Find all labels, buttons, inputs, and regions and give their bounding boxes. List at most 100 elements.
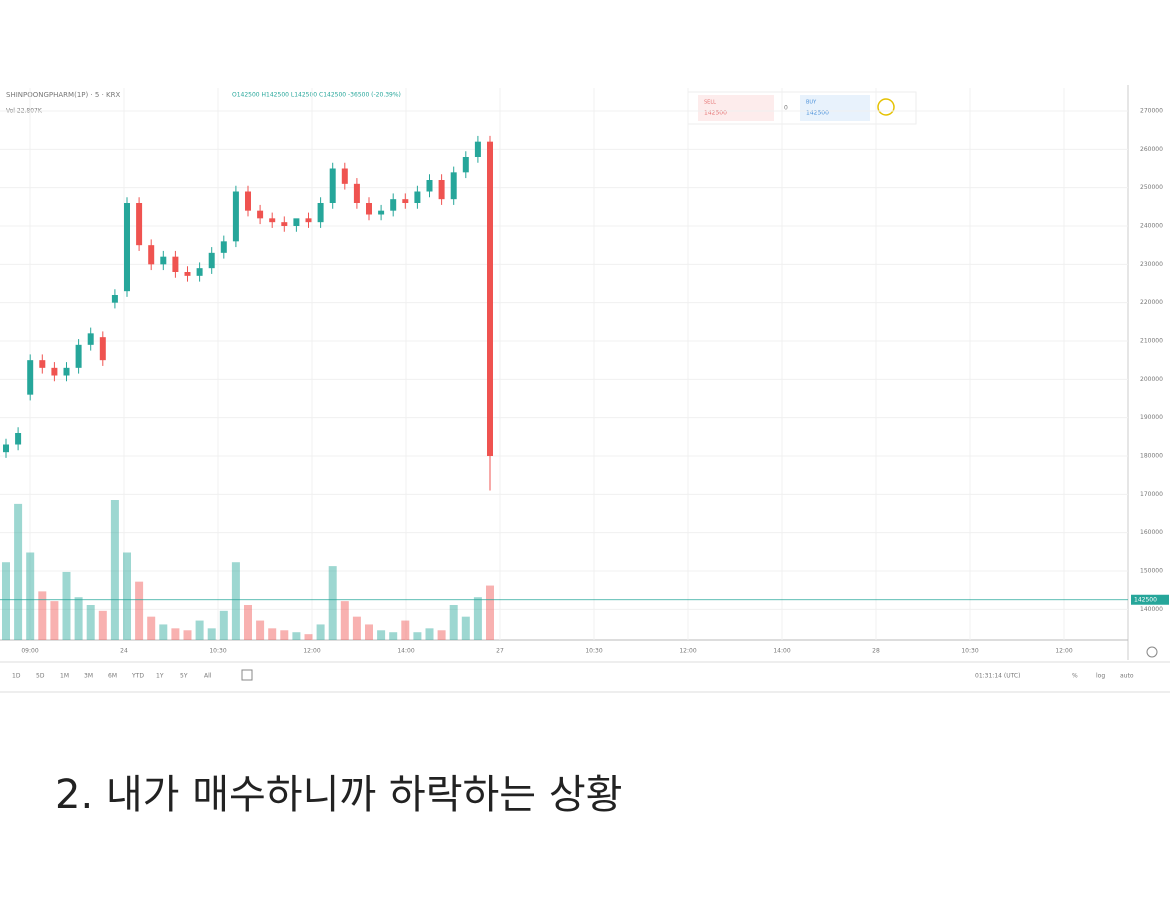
volume-bar [280,630,289,640]
volume-bar [183,630,192,640]
caption: 2. 내가 매수하니까 하락하는 상황 [55,772,623,818]
settings-icon[interactable] [1146,646,1158,658]
y-tick-label: 270000 [1140,108,1163,115]
volume-bar [110,500,119,640]
y-tick-label: 240000 [1140,223,1163,230]
volume-bar [473,597,482,640]
candle-body [232,191,239,242]
option-button[interactable]: % [1072,673,1078,680]
candle-body [172,256,179,272]
range-button[interactable]: 5D [36,673,45,680]
info-icon[interactable] [877,98,895,116]
volume-bar [62,571,71,640]
volume-bar [316,624,325,640]
volume-bar [449,605,458,640]
candle-body [136,203,143,246]
candle-body [208,252,215,269]
x-tick-label: 09:00 [21,648,38,655]
y-tick-label: 140000 [1140,606,1163,613]
volume-bar [207,628,216,640]
candle-body [15,433,22,445]
candle-body [3,444,9,453]
sell-button[interactable] [698,95,774,121]
volume-bar [304,634,313,640]
range-button[interactable]: 3M [84,673,93,680]
option-button[interactable]: auto [1120,673,1134,680]
range-button[interactable]: 6M [108,673,117,680]
range-button[interactable]: All [204,673,212,680]
volume-bar [328,566,337,640]
sell-price: 142500 [704,110,727,117]
chart: SHINPOONGPHARM(1P) · 5 · KRX O142500 H14… [0,85,1170,693]
y-tick-label: 190000 [1140,414,1163,421]
x-tick-label: 24 [120,648,128,655]
range-button[interactable]: 1Y [156,673,164,680]
y-tick-label: 230000 [1140,261,1163,268]
x-tick-label: 27 [496,648,504,655]
volume-bar [486,585,494,640]
candle-body [184,272,191,276]
candle-body [487,141,493,456]
ohlc: O142500 H142500 L142500 C142500 -36500 (… [232,92,401,99]
volume-bar [147,616,156,640]
volume-bar [340,601,349,640]
y-tick-label: 160000 [1140,529,1163,536]
candle-body [160,256,167,265]
volume-bar [159,624,168,640]
range-button[interactable]: 1M [60,673,69,680]
volume-bar [38,591,47,640]
candle-body [281,222,288,226]
candle-body [293,218,300,226]
candle-body [317,203,324,223]
volume-bar [123,552,131,640]
volume-bar [2,562,10,640]
range-button[interactable]: 5Y [180,673,188,680]
candle-body [196,268,203,276]
candle-body [63,367,70,376]
x-tick-label: 12:00 [679,648,696,655]
volume-bar [365,624,373,640]
volume-bar [292,632,301,640]
volume-bar [244,605,252,640]
volume-bar [135,581,144,640]
range-button[interactable]: YTD [131,673,144,680]
candle-body [305,218,312,223]
range-button[interactable]: 1D [12,673,21,680]
volume-bar [437,630,446,640]
volume-bar [256,620,265,640]
candle-body [426,180,433,192]
volume-bar [50,601,59,640]
candle-body [51,367,58,376]
candle-body [366,203,372,215]
candle-body [75,344,82,368]
volume-bar [389,632,398,640]
y-tick-label: 220000 [1140,299,1163,306]
buy-price: 142500 [806,110,829,117]
sell-label: SELL [704,100,716,106]
buy-label: BUY [806,100,817,106]
candle-body [245,191,251,211]
volume-bar [195,620,204,640]
x-tick-label: 14:00 [773,648,790,655]
candle-body [353,183,360,203]
volume-bar [26,552,35,640]
candle-body [39,360,46,368]
candle-body [220,241,227,253]
option-button[interactable]: log [1096,673,1105,680]
volume-bar [401,620,410,640]
y-tick-label: 180000 [1140,453,1163,460]
volume-bar [377,630,386,640]
x-tick-label: 28 [872,648,880,655]
candle-body [414,191,421,203]
volume-bar [219,610,228,640]
y-tick-label: 210000 [1140,338,1163,345]
symbol: SHINPOONGPHARM(1P) · 5 · KRX [6,91,120,99]
candle-body [87,333,94,345]
calendar-icon[interactable] [241,669,253,681]
candle-body [450,172,457,200]
candle-body [124,203,130,292]
candle-body [390,199,397,211]
buy-button[interactable] [800,95,870,121]
volume-bar [171,628,180,640]
candle-body [329,168,336,203]
